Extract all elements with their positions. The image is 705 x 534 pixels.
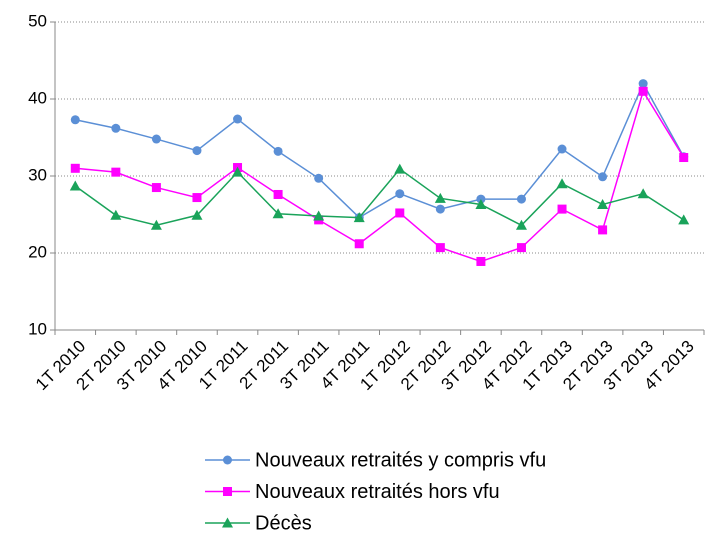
- marker: [597, 198, 609, 209]
- marker: [354, 239, 364, 249]
- marker: [313, 210, 325, 221]
- marker: [637, 188, 649, 199]
- marker: [70, 115, 80, 125]
- series-line: [75, 89, 685, 263]
- marker: [192, 146, 202, 156]
- marker: [111, 123, 121, 133]
- marker: [435, 204, 445, 214]
- y-tick-label: 40: [28, 88, 47, 107]
- marker: [557, 144, 567, 154]
- marker: [557, 204, 567, 214]
- marker: [395, 208, 405, 218]
- marker: [678, 214, 690, 225]
- legend-label: Nouveaux retraités hors vfu: [255, 481, 500, 503]
- marker: [314, 173, 324, 183]
- y-tick-label: 30: [28, 165, 47, 184]
- marker: [638, 79, 648, 89]
- marker: [394, 163, 406, 174]
- y-tick-label: 20: [28, 242, 47, 261]
- marker: [192, 193, 202, 203]
- marker: [353, 212, 365, 223]
- marker: [435, 243, 445, 253]
- marker: [151, 134, 161, 144]
- marker: [598, 172, 608, 182]
- legend-marker: [223, 487, 232, 496]
- marker: [395, 189, 405, 199]
- marker: [151, 183, 161, 193]
- marker: [516, 194, 526, 204]
- marker: [150, 219, 162, 230]
- marker: [69, 180, 81, 191]
- marker: [434, 192, 446, 203]
- marker: [638, 86, 648, 96]
- marker: [233, 114, 243, 124]
- marker: [679, 153, 689, 163]
- y-tick-label: 50: [28, 11, 47, 30]
- marker: [110, 209, 122, 220]
- marker: [111, 167, 121, 177]
- marker: [273, 189, 283, 199]
- marker: [475, 198, 487, 209]
- marker: [598, 225, 608, 235]
- series-line: [75, 81, 685, 219]
- marker: [476, 256, 486, 266]
- marker: [191, 209, 203, 220]
- marker: [232, 166, 244, 177]
- legend-label: Nouveaux retraités y compris vfu: [255, 449, 546, 471]
- marker: [515, 219, 527, 230]
- series-line: [74, 168, 685, 227]
- marker: [556, 178, 568, 189]
- y-tick-label: 10: [28, 319, 47, 338]
- legend-marker: [222, 517, 233, 528]
- marker: [516, 243, 526, 253]
- legend-marker: [223, 455, 232, 465]
- legend-label: Décès: [255, 512, 312, 534]
- marker: [273, 146, 283, 156]
- marker: [70, 163, 80, 173]
- marker: [272, 208, 284, 219]
